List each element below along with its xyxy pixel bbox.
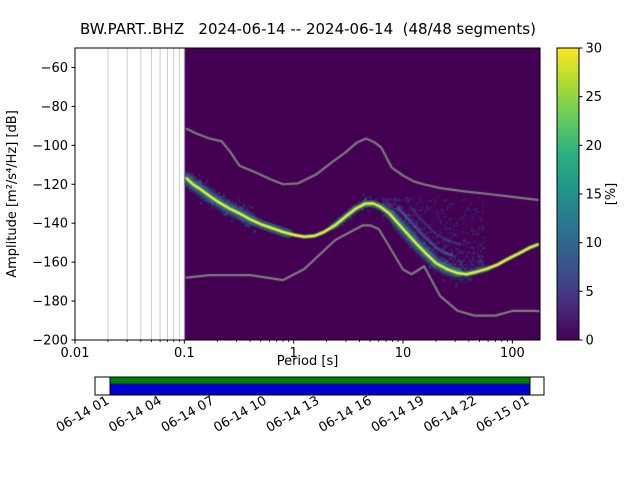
timeline-label: 06-14 01 bbox=[54, 393, 112, 435]
y-tick-label: −120 bbox=[32, 178, 68, 193]
x-axis-ticks: 0.01 0.1 1 10 100 bbox=[61, 340, 525, 361]
y-tick-label: −180 bbox=[32, 295, 68, 310]
grid-lines bbox=[107, 48, 180, 340]
timeline-label: 06-14 13 bbox=[264, 393, 322, 435]
colorbar-label: [%] bbox=[604, 183, 619, 206]
x-tick-label: 100 bbox=[500, 346, 525, 361]
timeline-right-cap bbox=[529, 376, 545, 396]
colorbar-tick-label: 15 bbox=[586, 188, 603, 203]
ppsd-histogram-canvas bbox=[75, 48, 540, 340]
x-axis-label: Period [s] bbox=[276, 354, 339, 369]
timeline-frame bbox=[94, 376, 545, 396]
colorbar-tick-label: 0 bbox=[586, 334, 594, 349]
y-tick-label: −140 bbox=[32, 217, 68, 232]
y-tick-label: −80 bbox=[41, 100, 68, 115]
timeline-label: 06-15 01 bbox=[474, 393, 532, 435]
timeline-coverage-fill bbox=[110, 383, 530, 395]
y-axis-label: Amplitude [m²/s⁴/Hz] [dB] bbox=[5, 110, 20, 278]
colorbar-tick-label: 20 bbox=[586, 139, 603, 154]
x-tick-label: 10 bbox=[395, 346, 412, 361]
colorbar-tick-label: 10 bbox=[586, 236, 603, 251]
timeline-label: 06-14 10 bbox=[211, 393, 269, 435]
colorbar: 0 5 10 15 20 25 30 bbox=[556, 42, 603, 349]
y-tick-label: −100 bbox=[32, 139, 68, 154]
colorbar-tick-label: 30 bbox=[586, 42, 603, 57]
y-axis-ticks: −60 −80 −100 −120 −140 −160 −180 −200 bbox=[32, 61, 75, 349]
x-tick-label: 0.01 bbox=[61, 346, 90, 361]
timeline-data-stripe bbox=[110, 377, 530, 384]
colorbar-gradient bbox=[556, 47, 580, 341]
timeline-label: 06-14 22 bbox=[421, 393, 479, 435]
plot-title: BW.PART..BHZ 2024-06-14 -- 2024-06-14 (4… bbox=[80, 20, 536, 38]
timeline-label: 06-14 07 bbox=[159, 393, 217, 435]
y-tick-label: −160 bbox=[32, 256, 68, 271]
colorbar-tick-label: 25 bbox=[586, 90, 603, 105]
timeline-label: 06-14 16 bbox=[316, 393, 374, 435]
y-tick-label: −200 bbox=[32, 334, 68, 349]
timeline-label: 06-14 04 bbox=[106, 393, 164, 435]
colorbar-tick-label: 5 bbox=[586, 285, 594, 300]
x-tick-label: 0.1 bbox=[174, 346, 195, 361]
x-tick-label: 1 bbox=[290, 346, 298, 361]
timeline-label: 06-14 19 bbox=[369, 393, 427, 435]
y-tick-label: −60 bbox=[41, 61, 68, 76]
timeline-left-cap bbox=[94, 376, 111, 396]
axes-border bbox=[74, 47, 541, 341]
